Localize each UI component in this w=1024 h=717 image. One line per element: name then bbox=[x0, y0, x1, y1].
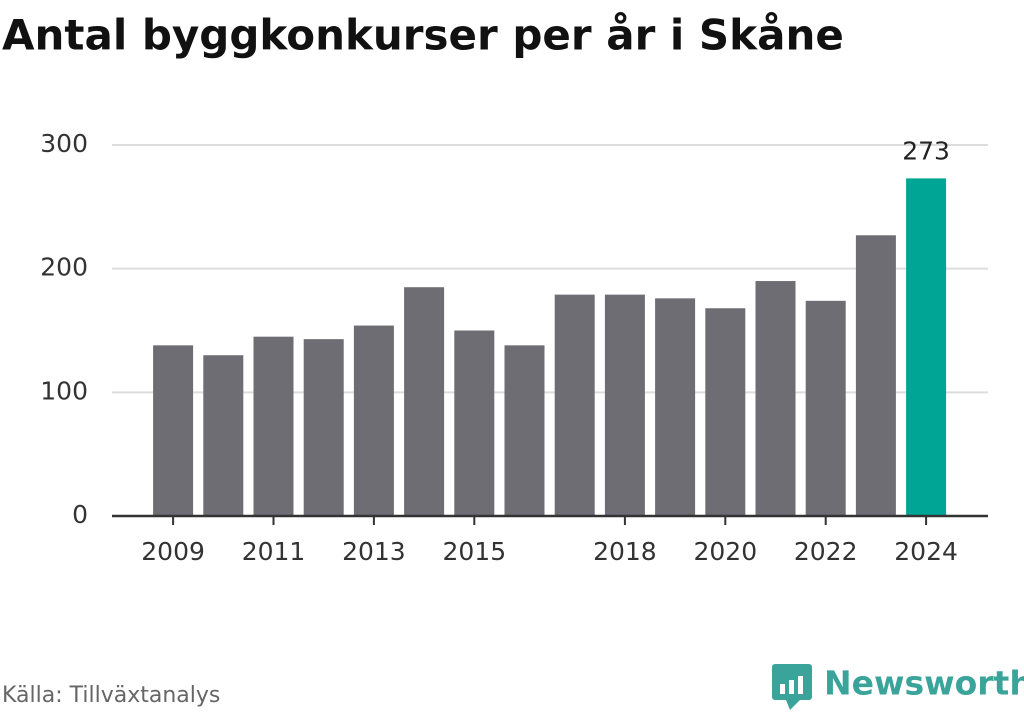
y-tick-label: 200 bbox=[40, 253, 88, 282]
brand-logo: Newsworthy bbox=[772, 664, 1024, 710]
x-tick-label: 2015 bbox=[442, 537, 506, 566]
y-tick-label: 100 bbox=[40, 376, 88, 405]
bar bbox=[504, 345, 545, 516]
bar bbox=[755, 281, 796, 516]
bar bbox=[604, 294, 645, 516]
x-tick-label: 2013 bbox=[342, 537, 406, 566]
x-tick-label: 2022 bbox=[794, 537, 858, 566]
x-tick-label: 2020 bbox=[693, 537, 757, 566]
x-tick-label: 2011 bbox=[242, 537, 306, 566]
bar bbox=[203, 355, 244, 516]
logo-bar bbox=[780, 684, 785, 694]
x-tick-label: 2009 bbox=[141, 537, 205, 566]
bar bbox=[805, 300, 846, 516]
value-label: 273 bbox=[902, 136, 950, 165]
bar bbox=[353, 325, 394, 516]
y-tick-label: 300 bbox=[40, 129, 88, 158]
bar bbox=[906, 178, 947, 516]
bar bbox=[554, 294, 595, 516]
bar bbox=[153, 345, 194, 516]
y-tick-label: 0 bbox=[72, 500, 88, 529]
bar bbox=[655, 298, 696, 516]
bar bbox=[705, 308, 746, 516]
bar bbox=[855, 235, 896, 516]
source: Källa: Tillväxtanalys bbox=[2, 683, 220, 708]
brand-name: Newsworthy bbox=[824, 664, 1024, 703]
logo-bar bbox=[798, 676, 803, 694]
bar bbox=[454, 330, 495, 516]
logo-tail bbox=[786, 700, 800, 710]
logo-bar bbox=[789, 680, 794, 694]
bar bbox=[303, 339, 344, 516]
bar bbox=[404, 287, 445, 516]
chart-title: Antal byggkonkurser per år i Skåne bbox=[2, 11, 844, 60]
x-tick-label: 2024 bbox=[894, 537, 958, 566]
x-tick-label: 2018 bbox=[593, 537, 657, 566]
bar bbox=[253, 336, 294, 516]
